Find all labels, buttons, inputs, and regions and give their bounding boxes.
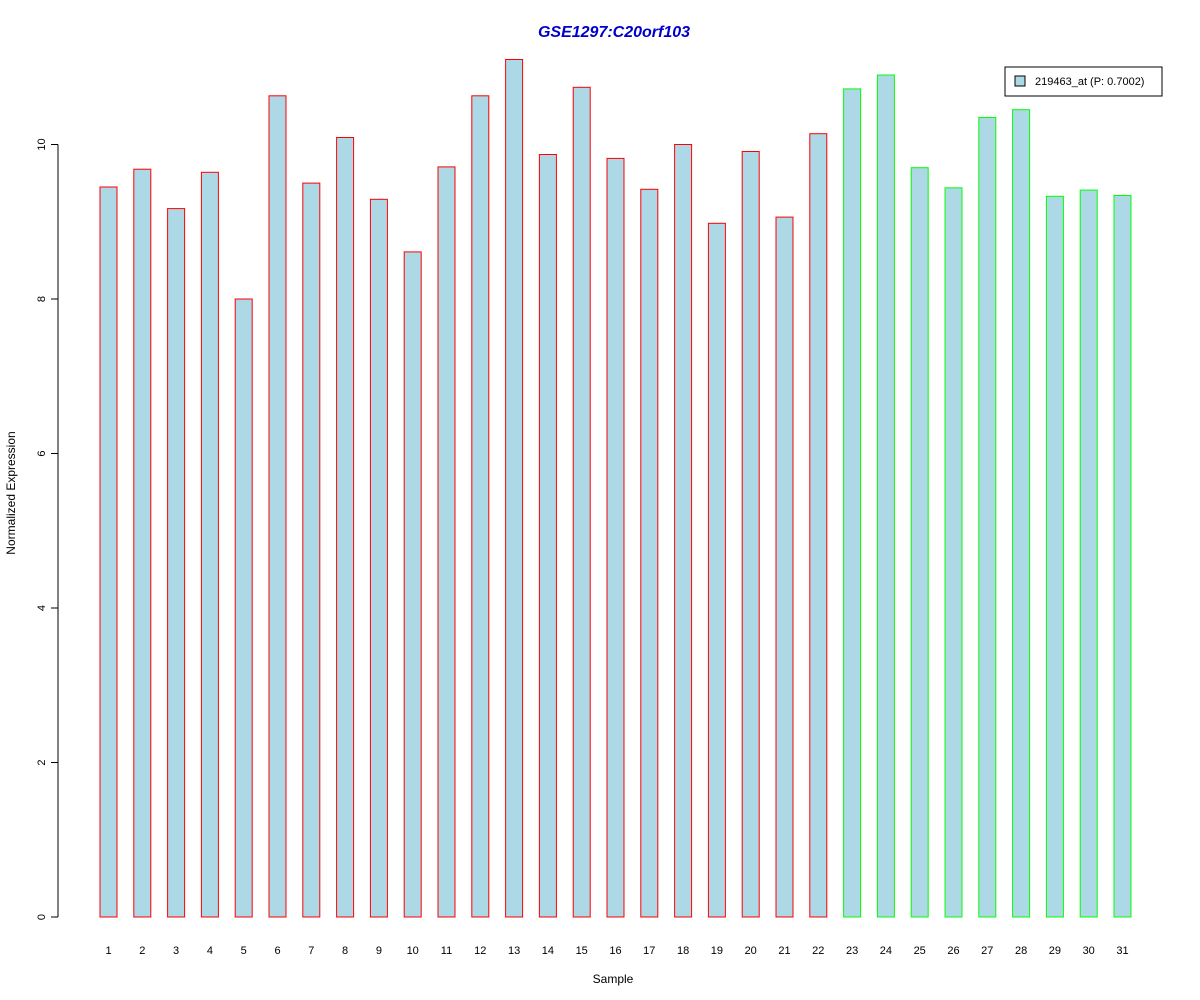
bar-sample-11	[437, 166, 456, 918]
bar-sample-14	[538, 154, 557, 918]
x-tick-label: 12	[474, 945, 486, 957]
x-tick-label: 10	[407, 945, 419, 957]
y-axis: 0 2 4 6 8 10	[36, 138, 59, 920]
x-tick-label: 29	[1049, 945, 1061, 957]
bar-sample-12	[471, 95, 490, 918]
bar-sample-2	[133, 168, 152, 918]
bar-sample-17	[640, 188, 659, 918]
x-tick-label: 5	[241, 945, 247, 957]
bar-sample-24	[876, 74, 895, 918]
x-tick-label: 2	[139, 945, 145, 957]
y-tick-label: 6	[36, 450, 48, 456]
bar-sample-16	[606, 157, 625, 918]
y-tick-label: 8	[36, 296, 48, 302]
x-tick-label: 8	[342, 945, 348, 957]
x-tick-label: 6	[274, 945, 280, 957]
x-tick-label: 26	[947, 945, 959, 957]
x-tick-label: 1	[105, 945, 111, 957]
y-tick-label: 2	[36, 759, 48, 765]
bar-sample-15	[572, 86, 591, 918]
x-tick-label: 21	[778, 945, 790, 957]
bar-sample-31	[1113, 195, 1132, 918]
x-tick-label: 25	[914, 945, 926, 957]
bars	[99, 59, 1132, 918]
bar-sample-27	[978, 117, 997, 918]
legend-box	[1004, 66, 1163, 97]
x-tick-label: 9	[376, 945, 382, 957]
x-axis-label: Sample	[593, 972, 634, 986]
x-tick-label: 19	[711, 945, 723, 957]
x-tick-label: 22	[812, 945, 824, 957]
bar-sample-21	[775, 216, 794, 918]
y-axis-label: Normalized Expression	[4, 431, 18, 554]
bar-sample-22	[809, 133, 828, 918]
x-tick-label: 17	[643, 945, 655, 957]
bar-sample-18	[674, 144, 693, 918]
legend-label: 219463_at (P: 0.7002)	[1035, 76, 1144, 88]
bar-sample-8	[336, 137, 355, 918]
x-tick-label: 31	[1116, 945, 1128, 957]
y-tick-label: 10	[36, 138, 48, 150]
bar-sample-20	[741, 151, 760, 918]
x-tick-label: 27	[981, 945, 993, 957]
x-tick-label: 20	[745, 945, 757, 957]
bar-sample-30	[1079, 189, 1098, 918]
x-tick-label: 4	[207, 945, 213, 957]
bar-sample-29	[1045, 195, 1064, 918]
y-tick-label: 4	[36, 605, 48, 611]
x-tick-label: 16	[609, 945, 621, 957]
x-tick-label: 28	[1015, 945, 1027, 957]
legend: 219463_at (P: 0.7002)	[1004, 66, 1163, 97]
bar-sample-4	[200, 171, 219, 918]
x-tick-label: 30	[1083, 945, 1095, 957]
x-tick-label: 7	[308, 945, 314, 957]
x-tick-label: 3	[173, 945, 179, 957]
bar-sample-10	[403, 251, 422, 918]
legend-swatch	[1014, 75, 1026, 87]
bar-sample-25	[910, 167, 929, 918]
x-tick-label: 15	[576, 945, 588, 957]
x-tick-label: 11	[441, 945, 452, 957]
bar-sample-9	[369, 198, 388, 918]
x-tick-label: 23	[846, 945, 858, 957]
bar-sample-28	[1012, 109, 1031, 918]
bar-sample-1	[99, 186, 118, 918]
bar-sample-13	[505, 59, 524, 918]
x-tick-label: 18	[677, 945, 689, 957]
x-tick-label: 13	[508, 945, 520, 957]
bar-sample-7	[302, 182, 321, 918]
y-tick-label: 0	[36, 914, 48, 920]
bar-sample-6	[268, 95, 287, 918]
x-tick-labels: 1 2 3 4 5 6 7 8 9 10 11 12 13 14 15 16 17 18 19 20 21 22 23 24 2…	[105, 945, 1128, 957]
x-tick-label: 24	[880, 945, 892, 957]
bar-sample-3	[167, 208, 186, 918]
chart-title: GSE1297:C20orf103	[538, 24, 690, 41]
bar-sample-23	[843, 88, 862, 918]
bar-sample-26	[944, 187, 963, 918]
x-tick-label: 14	[542, 945, 554, 957]
bar-sample-5	[234, 298, 253, 918]
bar-sample-19	[707, 222, 726, 918]
